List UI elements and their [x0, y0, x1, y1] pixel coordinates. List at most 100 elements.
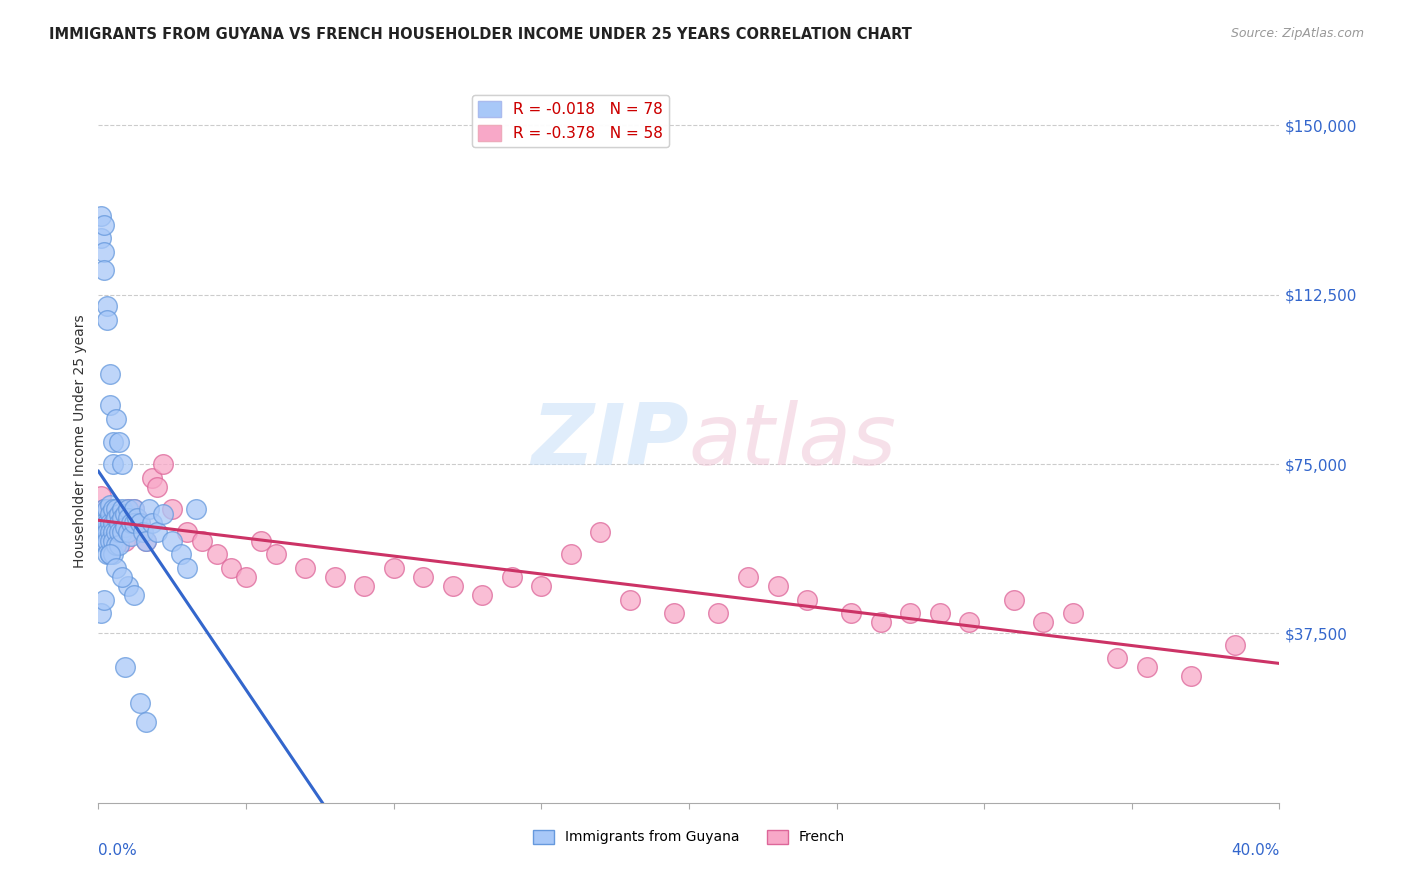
- Point: [111, 524, 134, 539]
- Point: [105, 561, 128, 575]
- Point: [737, 570, 759, 584]
- Point: [264, 548, 287, 562]
- Point: [1062, 606, 1084, 620]
- Point: [96, 502, 118, 516]
- Point: [125, 511, 148, 525]
- Point: [162, 533, 183, 548]
- Point: [128, 516, 150, 530]
- Point: [132, 524, 155, 539]
- Point: [120, 516, 142, 530]
- Point: [90, 606, 112, 620]
- Point: [382, 561, 405, 575]
- Point: [90, 516, 112, 530]
- Point: [120, 516, 142, 530]
- Point: [353, 579, 375, 593]
- Point: [117, 502, 139, 516]
- Point: [105, 502, 128, 516]
- Point: [117, 579, 139, 593]
- Point: [135, 714, 157, 729]
- Point: [108, 533, 131, 548]
- Point: [117, 524, 139, 539]
- Point: [93, 533, 115, 548]
- Point: [501, 570, 523, 584]
- Point: [114, 520, 136, 534]
- Point: [870, 615, 893, 630]
- Point: [108, 507, 131, 521]
- Point: [146, 524, 169, 539]
- Point: [138, 502, 160, 516]
- Point: [111, 524, 134, 539]
- Text: 0.0%: 0.0%: [98, 843, 138, 857]
- Point: [152, 457, 174, 471]
- Point: [132, 524, 155, 539]
- Point: [176, 524, 198, 539]
- Point: [98, 533, 121, 548]
- Point: [1032, 615, 1054, 630]
- Legend: R = -0.018   N = 78, R = -0.378   N = 58: R = -0.018 N = 78, R = -0.378 N = 58: [472, 95, 669, 147]
- Point: [93, 592, 115, 607]
- Point: [294, 561, 316, 575]
- Point: [111, 570, 134, 584]
- Point: [141, 516, 163, 530]
- Point: [135, 533, 157, 548]
- Text: atlas: atlas: [689, 400, 897, 483]
- Point: [125, 511, 148, 525]
- Point: [619, 592, 641, 607]
- Point: [117, 511, 139, 525]
- Point: [105, 412, 128, 426]
- Point: [96, 516, 118, 530]
- Point: [98, 548, 121, 562]
- Point: [90, 489, 112, 503]
- Point: [98, 548, 121, 562]
- Point: [664, 606, 686, 620]
- Point: [114, 660, 136, 674]
- Point: [122, 502, 145, 516]
- Point: [122, 588, 145, 602]
- Point: [90, 231, 112, 245]
- Point: [93, 263, 115, 277]
- Point: [1002, 592, 1025, 607]
- Point: [191, 533, 214, 548]
- Point: [152, 507, 174, 521]
- Point: [766, 579, 789, 593]
- Point: [114, 507, 136, 521]
- Point: [117, 502, 139, 516]
- Point: [1107, 651, 1129, 665]
- Point: [93, 502, 115, 516]
- Point: [98, 516, 121, 530]
- Point: [103, 516, 125, 530]
- Point: [108, 516, 131, 530]
- Point: [471, 588, 494, 602]
- Point: [176, 561, 198, 575]
- Point: [103, 434, 125, 449]
- Point: [135, 533, 157, 548]
- Point: [796, 592, 818, 607]
- Point: [108, 434, 131, 449]
- Point: [105, 502, 128, 516]
- Point: [108, 524, 131, 539]
- Point: [108, 516, 131, 530]
- Point: [205, 548, 228, 562]
- Point: [103, 524, 125, 539]
- Point: [111, 502, 134, 516]
- Point: [235, 570, 257, 584]
- Point: [98, 524, 121, 539]
- Point: [98, 367, 121, 381]
- Point: [105, 538, 128, 552]
- Point: [184, 502, 207, 516]
- Point: [90, 533, 112, 548]
- Text: IMMIGRANTS FROM GUYANA VS FRENCH HOUSEHOLDER INCOME UNDER 25 YEARS CORRELATION C: IMMIGRANTS FROM GUYANA VS FRENCH HOUSEHO…: [49, 27, 912, 42]
- Point: [707, 606, 730, 620]
- Y-axis label: Householder Income Under 25 years: Householder Income Under 25 years: [73, 315, 87, 568]
- Point: [114, 533, 136, 548]
- Point: [441, 579, 464, 593]
- Point: [98, 507, 121, 521]
- Point: [93, 218, 115, 232]
- Point: [98, 398, 121, 412]
- Point: [170, 548, 193, 562]
- Point: [841, 606, 863, 620]
- Point: [250, 533, 273, 548]
- Point: [530, 579, 553, 593]
- Point: [93, 502, 115, 516]
- Text: 40.0%: 40.0%: [1232, 843, 1279, 857]
